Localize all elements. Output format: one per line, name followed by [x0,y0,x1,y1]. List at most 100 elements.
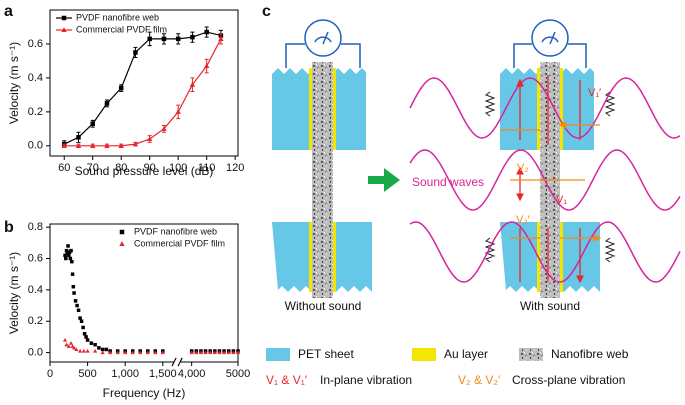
marker [104,347,109,352]
x-tick-label: 70 [87,162,99,174]
marker [93,343,97,347]
marker [204,29,209,35]
marker [235,350,241,355]
marker [130,350,135,355]
y-axis-label: Velocity (m s⁻¹) [7,42,21,124]
marker [108,350,113,355]
x-tick-label: 4,000 [178,368,206,380]
legend-swatch [519,348,543,361]
x-axis-label: Frequency (Hz) [103,386,186,400]
marker [75,143,82,148]
marker [97,346,101,350]
legend-swatch [412,348,436,361]
diagram: V₁′ V₂ V₁ V₂′ Sound waves Without sound … [266,19,681,387]
y-tick-label: 0.2 [28,315,43,327]
circuit [285,19,587,68]
marker [118,143,124,148]
plot-frame [49,9,239,157]
vibration-arrows [500,75,600,282]
panel-label: a [4,3,13,20]
marker [147,36,152,42]
marker [138,350,143,355]
marker [64,256,68,261]
marker [189,350,194,355]
marker [100,350,105,355]
marker [203,350,208,355]
marker [71,345,77,350]
marker [70,272,75,276]
marker [76,135,81,140]
legend-marker [61,15,67,21]
marker [84,335,88,339]
y-tick-label: 0.6 [28,252,43,264]
marker [175,36,181,42]
legend-label: PVDF nanofibre web [134,226,217,236]
x-tick-label: 1,500 [149,368,177,380]
x-tick-label: 5000 [226,368,250,380]
x-tick-label: 500 [78,368,96,380]
x-tick-label: 100 [169,162,187,174]
marker [231,350,236,355]
panel-label: c [262,3,271,20]
marker [104,143,110,148]
marker [68,256,73,261]
device-left [272,62,372,298]
marker [67,253,71,258]
legend-marker [119,241,125,247]
legend-label: Commercial PVDF film [76,24,167,34]
marker [64,342,69,347]
marker [198,350,204,355]
marker [93,348,98,353]
x-tick-label: 0 [47,368,53,380]
y-tick-label: 0.2 [28,106,43,118]
legend-label: Commercial PVDF film [134,238,225,248]
arrow-label: V₂ [517,162,529,174]
marker [68,341,74,345]
marker [66,344,71,348]
marker [61,143,67,148]
y-tick-label: 0.0 [28,140,43,152]
marker [208,350,213,355]
marker [77,348,83,353]
marker [70,259,74,264]
panel-label: b [4,219,14,236]
marker [218,36,224,41]
x-tick-label: 1,000 [111,368,139,380]
axis-break [174,360,181,364]
marker [161,36,167,42]
y-axis-label: Velocity (m s⁻¹) [7,252,21,334]
marker [81,325,85,330]
marker [78,316,82,320]
marker [161,126,167,131]
marker [89,341,94,345]
marker [133,50,138,55]
marker [153,350,158,355]
marker [175,109,181,114]
marker [73,299,78,303]
marker [123,350,128,355]
arrow-label: V₁′ [588,87,601,99]
marker [212,350,217,355]
legend-label: In-plane vibration [320,373,412,387]
legend-marker [61,27,67,33]
plot-frame [49,223,239,363]
y-tick-label: 0.8 [28,221,43,233]
marker [190,34,195,40]
marker [160,350,165,355]
y-tick-label: 0.4 [28,284,43,296]
marker [100,347,105,352]
marker [72,291,76,295]
legend-label: Cross-plane vibration [512,373,625,387]
marker [118,85,124,91]
marker [90,121,95,126]
y-tick-label: 0.4 [28,72,43,84]
caption: With sound [520,299,580,313]
series-line [64,38,222,147]
marker [146,136,153,142]
marker [90,143,96,148]
marker [74,347,79,352]
arrow [368,168,400,192]
marker [104,101,110,106]
marker [75,303,79,308]
